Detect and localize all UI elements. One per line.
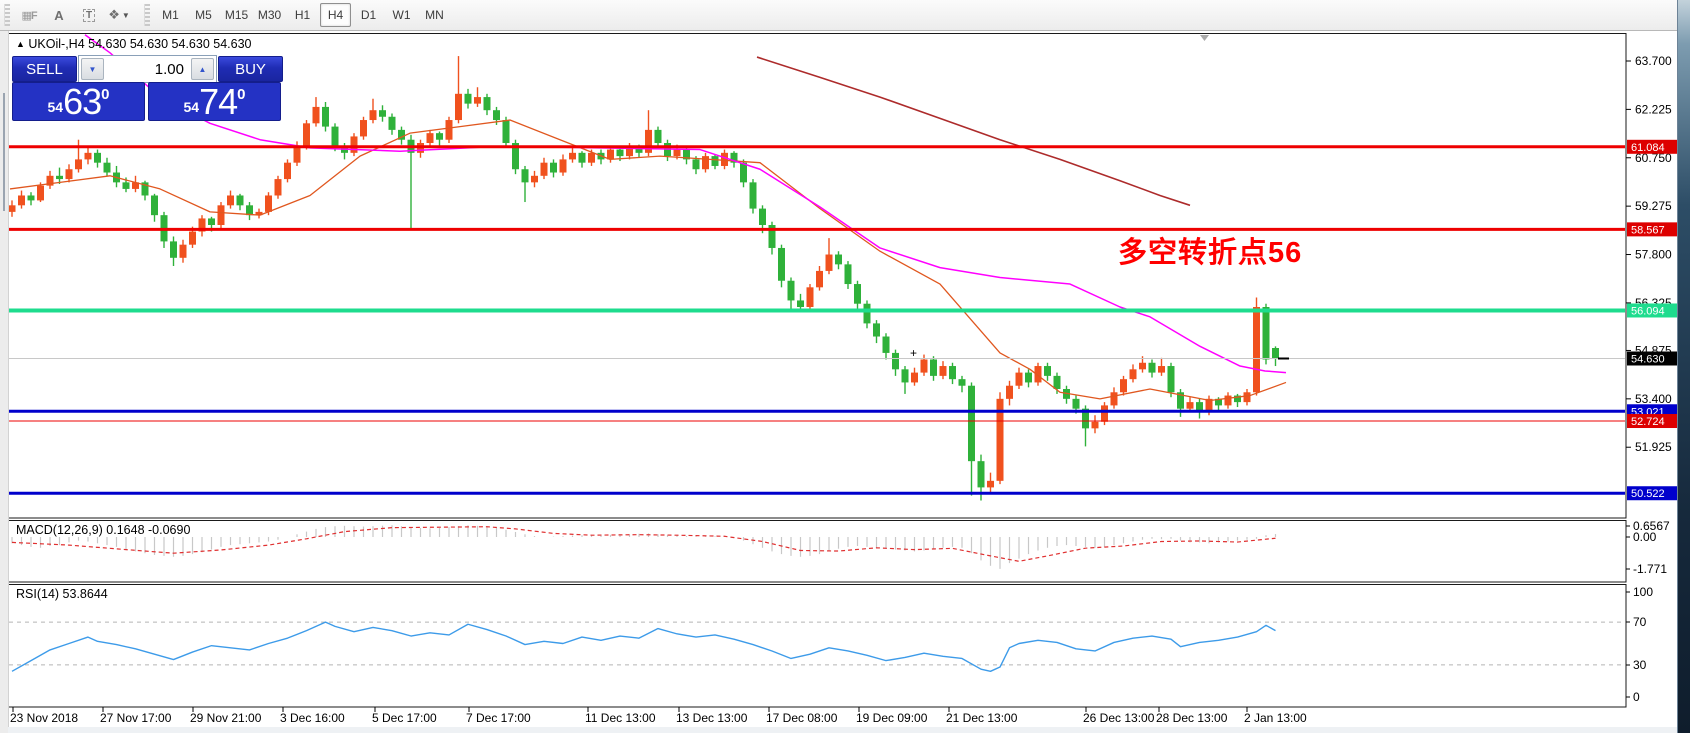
time-axis-label: 28 Dec 13:00 (1156, 711, 1228, 725)
rsi-axis-label: 100 (1633, 585, 1653, 599)
time-axis-label: 23 Nov 2018 (10, 711, 78, 725)
arrow-objects-icon[interactable]: ❖ ▼ (105, 2, 133, 28)
buy-price-small: 54 (183, 99, 200, 115)
window-bottom-border (8, 727, 1678, 733)
timeframe-bar: M1 M5 M15 M30 H1 H4 D1 W1 MN (154, 3, 451, 27)
arrows-glyph: ❖ (108, 7, 120, 22)
timeframe-button-d1[interactable]: D1 (360, 8, 377, 22)
sell-price-small: 54 (47, 99, 64, 115)
timeframe-button-m1[interactable]: M1 (162, 8, 179, 22)
price-badge-text: 50.522 (1631, 488, 1665, 500)
rsi-line (11, 621, 1276, 673)
macd-label: MACD(12,26,9) 0.1648 -0.0690 (16, 523, 191, 537)
toolbar-grip[interactable] (4, 4, 10, 26)
volume-decrease-button[interactable]: ▼ (81, 58, 104, 80)
chart-annotation-text: 多空转折点56 (1118, 237, 1303, 269)
time-axis-label: 7 Dec 17:00 (466, 711, 531, 725)
rsi-label: RSI(14) 53.8644 (16, 587, 108, 601)
macd-signal-line (11, 526, 1276, 562)
toolbar-grip-2[interactable] (144, 4, 150, 26)
sell-price-sup: 0 (101, 86, 110, 103)
macd-axis-label: 0.6567 (1633, 519, 1670, 533)
time-axis-label: 17 Dec 08:00 (766, 711, 838, 725)
main-chart-layer: + (9, 34, 1625, 501)
price-tick-label: 63.700 (1635, 54, 1672, 68)
tick-chart-f-icon[interactable]: ▦F (21, 9, 37, 22)
price-tick-label: 57.800 (1635, 248, 1672, 262)
buy-price-big: 74 (199, 81, 238, 122)
price-tick-label: 60.750 (1635, 151, 1672, 165)
buy-button[interactable]: BUY (218, 56, 283, 82)
timeframe-button-m30[interactable]: M30 (257, 8, 282, 22)
volume-stepper: ▼ ▲ (78, 55, 217, 83)
left-panel-strip (0, 31, 9, 733)
time-axis-label: 5 Dec 17:00 (372, 711, 437, 725)
timeframe-button-m5[interactable]: M5 (195, 8, 212, 22)
price-badge-58.567 (1627, 222, 1678, 237)
time-axis-label: 19 Dec 09:00 (856, 711, 928, 725)
price-badge-text: 54.630 (1631, 353, 1665, 365)
price-badge-61.084 (1627, 139, 1678, 154)
time-axis-label: 21 Dec 13:00 (946, 711, 1018, 725)
ma-slow-line (756, 56, 1191, 207)
toolbar: ▦F A T ❖ ▼ M1 M5 M15 M30 H1 H4 D1 W1 MN (0, 0, 1690, 31)
volume-input[interactable] (106, 59, 189, 79)
chart-shift-marker[interactable] (1200, 35, 1209, 41)
time-axis-label: 3 Dec 16:00 (280, 711, 345, 725)
time-axis-label: 2 Jan 13:00 (1244, 711, 1307, 725)
rsi-axis-label: 0 (1633, 690, 1640, 704)
chart-title-text: UKOil-,H4 54.630 54.630 54.630 54.630 (28, 37, 252, 51)
time-axis-label: 27 Nov 17:00 (100, 711, 172, 725)
buy-price-sup: 0 (237, 86, 246, 103)
price-tick-label: 62.225 (1635, 102, 1672, 116)
candles-layer (9, 56, 1279, 501)
time-axis-label: 29 Nov 21:00 (190, 711, 262, 725)
collapse-triangle-icon[interactable]: ▲ (16, 39, 25, 49)
chevron-down-icon[interactable]: ▼ (121, 10, 130, 20)
price-badge-text: 52.724 (1631, 416, 1665, 428)
time-axis-label: 13 Dec 13:00 (676, 711, 748, 725)
sell-price-big: 63 (63, 81, 102, 122)
crosshair-mark: + (910, 346, 917, 360)
time-axis-label: 11 Dec 13:00 (585, 711, 656, 725)
price-tick-label: 53.400 (1635, 392, 1672, 406)
rsi-axis-label: 30 (1633, 658, 1647, 672)
macd-axis-label: -1.771 (1633, 562, 1667, 576)
sell-price-panel[interactable]: 54 63 0 (12, 82, 145, 121)
price-badge-52.724 (1627, 414, 1678, 429)
rsi-axis-label: 70 (1633, 615, 1647, 629)
buy-price-panel[interactable]: 54 74 0 (148, 82, 281, 121)
price-badge-56.094 (1627, 303, 1678, 318)
sell-button[interactable]: SELL (12, 56, 77, 82)
price-badge-54.630 (1627, 351, 1678, 366)
one-click-trade-panel: SELL ▼ ▲ BUY 54 63 0 54 74 0 (12, 54, 283, 121)
timeframe-button-w1[interactable]: W1 (392, 8, 411, 22)
ma-mid-line (84, 34, 1287, 374)
timeframe-button-mn[interactable]: MN (425, 8, 444, 22)
chart-background (8, 33, 1678, 727)
timeframe-button-h4[interactable]: H4 (320, 3, 351, 27)
macd-layer (11, 525, 1277, 569)
price-tick-label: 59.275 (1635, 199, 1672, 213)
splitter-thumb[interactable] (3, 93, 5, 211)
price-tick-label: 51.925 (1635, 440, 1672, 454)
macd-axis-label: 0.00 (1633, 530, 1657, 544)
volume-increase-button[interactable]: ▲ (191, 58, 214, 80)
text-label-icon[interactable]: T (82, 8, 96, 22)
font-a-icon[interactable]: A (54, 7, 64, 23)
price-badge-text: 56.094 (1631, 305, 1665, 317)
window-right-border (1677, 0, 1690, 733)
ma-fast-line (9, 119, 1287, 402)
time-axis-label: 26 Dec 13:00 (1083, 711, 1155, 725)
timeframe-button-h1[interactable]: H1 (294, 8, 311, 22)
price-badge-text: 61.084 (1631, 142, 1665, 154)
rsi-layer (9, 621, 1625, 673)
timeframe-button-m15[interactable]: M15 (224, 8, 249, 22)
chart-title: ▲ UKOil-,H4 54.630 54.630 54.630 54.630 (16, 37, 251, 51)
price-badge-text: 58.567 (1631, 224, 1665, 236)
price-badge-50.522 (1627, 486, 1678, 501)
